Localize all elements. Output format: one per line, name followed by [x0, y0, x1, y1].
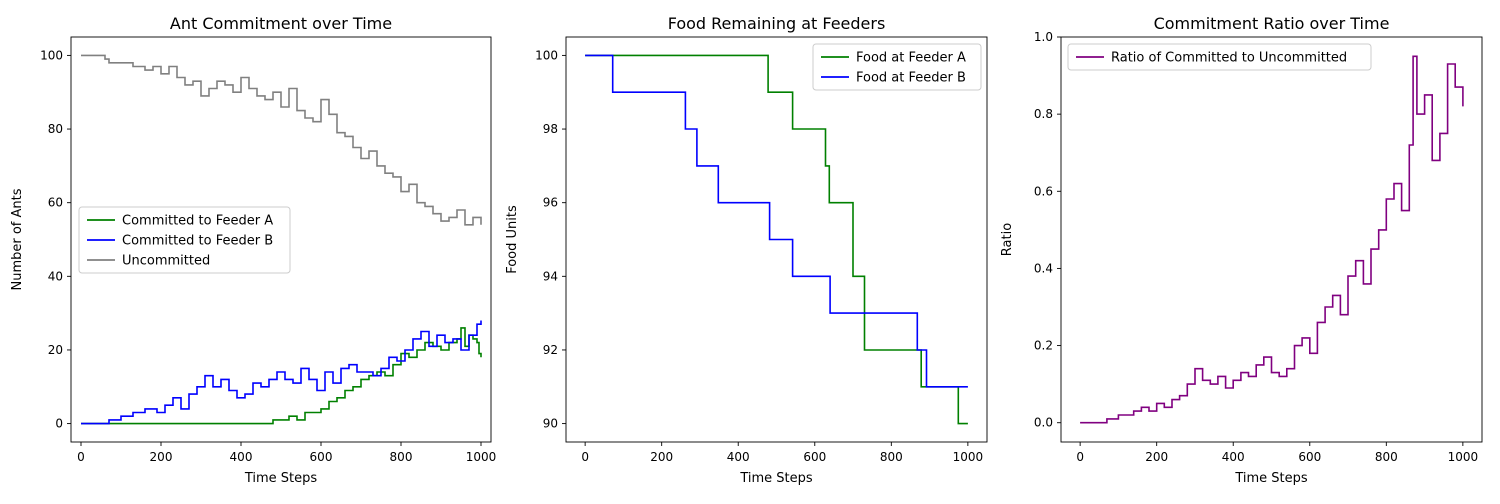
chart-1-legend-box [78, 206, 291, 274]
chart-1-xtick-label-1: 0 [77, 450, 85, 464]
chart-3-legend-box [1067, 43, 1372, 71]
chart-3-xtick-label-4: 600 [1298, 450, 1321, 464]
chart-3-xtick-label-6: 1000 [1448, 450, 1479, 464]
chart-1-ylabel: Number of Ants [10, 188, 25, 290]
chart-1-xtick-label-3: 400 [230, 450, 253, 464]
chart-1-xtick-label-4: 600 [310, 450, 333, 464]
chart-2-legend-label-2: Food at Feeder B [856, 71, 966, 86]
chart-1: 0 200 400 600 800 1000 0 20 40 60 80 100 Ant Commitm… [10, 14, 496, 486]
chart-3-xtick-label-1: 0 [1076, 450, 1084, 464]
chart-2-ytick-label-3: 94 [543, 269, 558, 283]
chart-1-legend-label-1: Committed to Feeder A [122, 214, 273, 229]
chart-3-xtick-label-5: 800 [1375, 450, 1398, 464]
chart-3-ytick-label-1: 0.0 [1034, 416, 1053, 430]
chart-3-series-1-line [1080, 55, 1464, 424]
chart-2-title: Food Remaining at Feeders [668, 14, 886, 33]
chart-1-xtick-label-6: 1000 [466, 450, 497, 464]
chart-3-xtick-label-2: 200 [1145, 450, 1168, 464]
chart-1-xtick-label-5: 800 [390, 450, 413, 464]
chart-3-ytick-label-6: 1.0 [1034, 30, 1053, 44]
chart-1-series-1-line [81, 327, 482, 425]
chart-2-legend-box [812, 43, 982, 91]
chart-2-ytick-label-5: 98 [543, 122, 558, 136]
chart-3-xlabel: Time Steps [1234, 471, 1308, 486]
chart-2-ytick-label-4: 96 [543, 196, 558, 210]
chart-2-xtick-label-3: 400 [727, 450, 750, 464]
chart-1-xtick-label-2: 200 [150, 450, 173, 464]
chart-2-series-2-line [585, 54, 968, 388]
chart-3-axes-frame [1060, 36, 1483, 443]
chart-1-series-3-line [81, 54, 482, 226]
chart-3-legend-label-1: Ratio of Committed to Uncommitted [1111, 51, 1347, 66]
chart-3-ytick-label-5: 0.8 [1034, 107, 1053, 121]
chart-2-ytick-label-2: 92 [543, 343, 558, 357]
chart-2-axes-frame [565, 36, 988, 443]
chart-2: 0 200 400 600 800 1000 90 92 94 96 98 100 Food Remai… [505, 14, 988, 486]
chart-3: 0 200 400 600 800 1000 0.0 0.2 0.4 0.6 0.8 1.0 Commi… [1000, 14, 1483, 486]
chart-1-ytick-label-2: 20 [48, 343, 63, 357]
chart-1-ytick-label-1: 0 [55, 417, 63, 431]
chart-1-axes-frame [70, 36, 492, 443]
chart-2-xlabel: Time Steps [739, 471, 813, 486]
chart-3-ytick-label-3: 0.4 [1034, 261, 1053, 275]
chart-3-title: Commitment Ratio over Time [1154, 14, 1390, 33]
chart-2-legend-label-1: Food at Feeder A [856, 51, 966, 66]
chart-2-ytick-label-1: 90 [543, 417, 558, 431]
chart-3-xtick-label-3: 400 [1222, 450, 1245, 464]
chart-3-ytick-label-2: 0.2 [1034, 339, 1053, 353]
chart-2-xtick-label-6: 1000 [953, 450, 984, 464]
chart-2-xtick-label-5: 800 [880, 450, 903, 464]
chart-2-ylabel: Food Units [505, 205, 520, 274]
chart-3-ylabel: Ratio [1000, 223, 1015, 256]
chart-2-xtick-label-4: 600 [803, 450, 826, 464]
chart-1-legend-label-2: Committed to Feeder B [122, 234, 273, 249]
chart-2-xtick-label-2: 200 [650, 450, 673, 464]
chart-1-title: Ant Commitment over Time [170, 14, 392, 33]
chart-1-series-2-line [81, 320, 482, 425]
chart-1-ytick-label-5: 80 [48, 122, 63, 136]
chart-1-legend-label-3: Uncommitted [122, 254, 210, 269]
chart-3-ytick-label-4: 0.6 [1034, 184, 1053, 198]
chart-2-xtick-label-1: 0 [581, 450, 589, 464]
chart-1-xlabel: Time Steps [244, 471, 318, 486]
chart-1-ytick-label-4: 60 [48, 196, 63, 210]
chart-1-ytick-label-3: 40 [48, 269, 63, 283]
chart-1-ytick-label-6: 100 [40, 48, 63, 62]
chart-2-ytick-label-6: 100 [535, 48, 558, 62]
